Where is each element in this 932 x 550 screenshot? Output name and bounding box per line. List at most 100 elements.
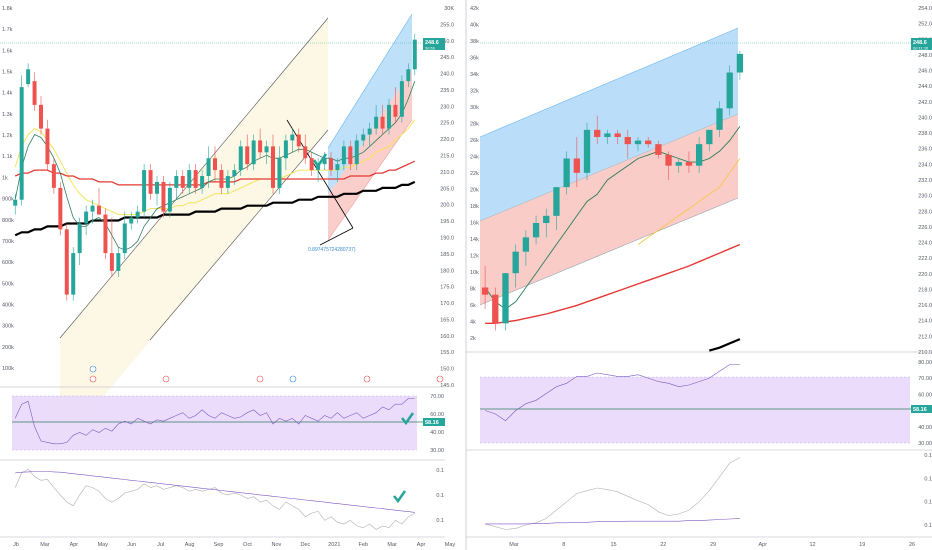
left-price-tick-label: 240.0	[440, 72, 454, 78]
left-candle-body	[380, 116, 385, 129]
right-volume-tick-label: 2k	[470, 336, 476, 342]
left-candle-body	[367, 128, 372, 135]
left-x-tick-label: Feb	[358, 542, 367, 548]
right-x-tick-label: Apr	[758, 542, 767, 548]
dividend-marker-icon[interactable]	[89, 365, 97, 373]
right-regression-channel-blue	[480, 28, 738, 221]
right-candle-body	[695, 144, 703, 166]
left-x-tick-label: May	[98, 542, 109, 548]
left-x-tick-label: Dec	[300, 542, 310, 548]
right-candle-body	[675, 162, 682, 166]
left-candle-body	[393, 104, 398, 117]
left-macd-tick-label: 0.1	[436, 493, 444, 499]
left-candle-body	[200, 176, 205, 188]
right-ma-yellow-line	[637, 158, 741, 245]
left-candle-body	[180, 176, 185, 188]
left-rsi-band	[12, 396, 417, 450]
left-candle-body	[361, 134, 366, 141]
left-x-tick-label: Apr	[417, 542, 426, 548]
check-icon	[393, 490, 407, 504]
left-candle-body	[32, 81, 37, 105]
left-volume-tick-label: 1.3k	[2, 112, 13, 118]
left-price-tick-label: 245.0	[440, 55, 454, 61]
left-candle-body	[399, 81, 404, 117]
left-volume-tick-label: 1.6k	[2, 48, 13, 54]
right-volume-tick-label: 10k	[470, 270, 479, 276]
left-x-tick-label: Mar	[40, 542, 50, 548]
right-volume-tick-label: 8k	[470, 287, 476, 293]
right-candle-body	[512, 251, 519, 274]
right-x-tick-label: 19	[859, 542, 865, 548]
left-candle-body	[161, 181, 166, 212]
earnings-marker-icon[interactable]	[89, 375, 97, 383]
left-candle-body	[77, 223, 82, 254]
left-price-tag-value: 248.6	[425, 40, 439, 46]
left-candle-body	[51, 164, 56, 188]
right-chart-pane: 42k 40k 38k 36k 34k 32k 30k 28k 26k 24k 22k 20k 18k 1…	[466, 6, 932, 548]
right-volume-tick-label: 6k	[470, 303, 476, 309]
left-price-tick-label: 205.0	[440, 186, 454, 192]
right-rsi-line	[485, 364, 740, 422]
left-candle-body	[26, 69, 31, 85]
left-candle-body	[271, 146, 275, 188]
left-x-tick-label: Jun	[127, 542, 136, 548]
left-price-tick-label: 215.0	[440, 154, 454, 160]
right-candle-body	[624, 137, 631, 145]
left-candle-body	[251, 140, 256, 165]
left-candle-body	[116, 253, 121, 271]
left-volume-tick-label: 1.1k	[2, 154, 13, 160]
right-price-tick-label: 248.0	[918, 53, 932, 59]
check-icon	[312, 153, 328, 169]
earnings-marker-icon[interactable]	[436, 375, 444, 383]
left-volume-tick-label: 1.2k	[2, 133, 13, 139]
right-candle-body	[583, 129, 591, 173]
right-candle-body	[604, 133, 611, 137]
right-price-tag	[911, 38, 932, 50]
right-volume-tick-label: 20k	[470, 188, 479, 194]
left-price-tick-label: 195.0	[440, 219, 454, 225]
left-candle-body	[109, 253, 114, 271]
right-x-tick-label: 26	[909, 542, 915, 548]
right-macd-line	[485, 457, 741, 530]
left-candle-body	[258, 140, 263, 153]
left-candle-body	[90, 205, 95, 212]
right-x-tick-label: 12	[809, 542, 815, 548]
left-y-axis-price: 30K 255.0 250.0 245.0 240.0 235.0 230.0 225.0 22…	[440, 6, 454, 389]
left-price-tick-label: 180.0	[440, 268, 454, 274]
left-price-tick-label: 170.0	[440, 301, 454, 307]
right-candle-body	[736, 53, 744, 73]
left-candle-body	[290, 134, 295, 141]
left-candle-body	[232, 170, 237, 177]
right-x-tick-label: 15	[610, 542, 616, 548]
left-price-tag-countdown: 3d 6h	[425, 46, 435, 51]
left-price-tick-label: 230.0	[440, 104, 454, 110]
left-x-tick-label: Apr	[70, 542, 79, 548]
right-price-tick-label: 244.0	[918, 84, 932, 90]
left-candle-body	[303, 146, 308, 159]
left-x-tick-label: Mar	[387, 542, 397, 548]
left-candle-body	[329, 158, 333, 171]
left-candle-body	[84, 211, 89, 224]
left-rsi-tick-label: 60.00	[430, 412, 444, 418]
left-volume-tick-label: 700k	[2, 239, 14, 245]
left-ma-yellow-line	[14, 119, 416, 216]
left-volume-tick-label: 1.7k	[2, 27, 13, 33]
right-candle-body	[726, 72, 733, 109]
left-candle-body	[341, 146, 346, 165]
left-candle-body	[187, 170, 192, 188]
earnings-marker-icon[interactable]	[162, 375, 170, 383]
left-y-axis-volume: 1.8k 1.7k 1.6k 1.5k 1.4k 1.3k 1.2k 1.1k 1k 900k 80…	[2, 6, 14, 372]
right-volume-tick-label: 42k	[470, 6, 479, 12]
dividend-marker-icon[interactable]	[289, 375, 297, 383]
earnings-marker-icon[interactable]	[363, 375, 371, 383]
left-regression-channel-red	[328, 70, 412, 240]
earnings-marker-icon[interactable]	[256, 375, 264, 383]
left-candle-body	[245, 146, 250, 165]
left-macd-line	[14, 468, 415, 530]
left-channel-blue-upper	[327, 13, 413, 149]
left-x-tick-label: Sep	[214, 542, 224, 548]
left-rsi-tag-value: 58.16	[425, 420, 439, 426]
right-regression-channel-red	[480, 114, 738, 305]
right-candle-body	[573, 158, 580, 173]
left-candle-body	[142, 170, 147, 212]
